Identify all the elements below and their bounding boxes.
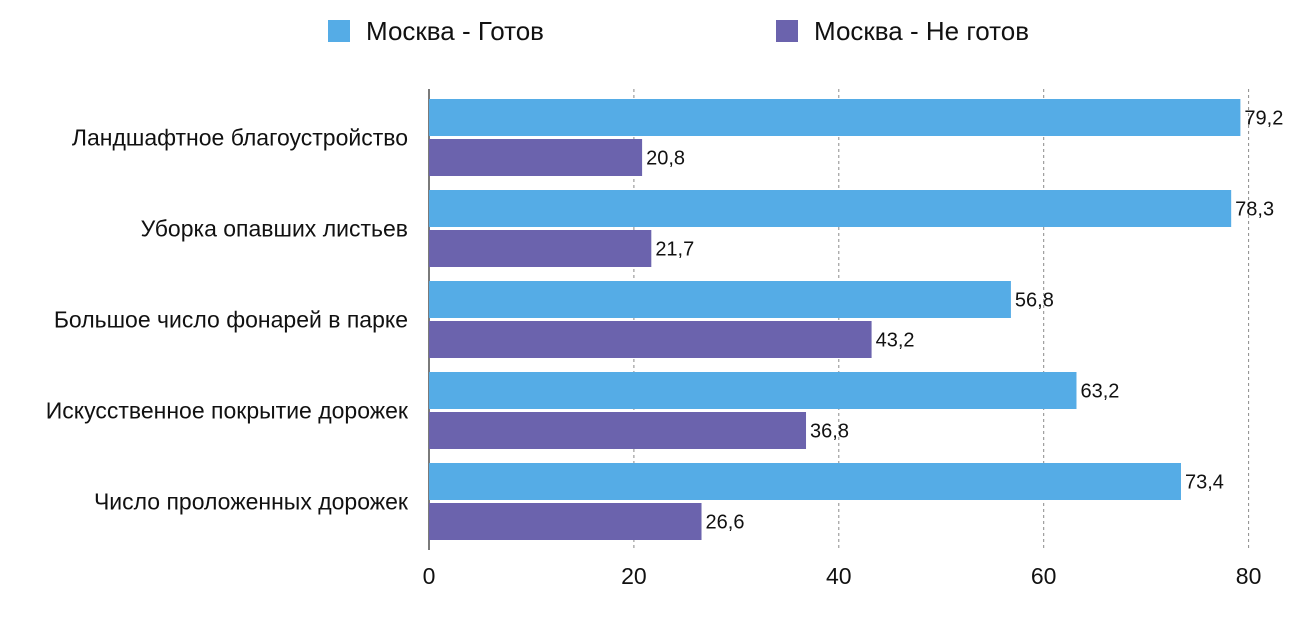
bar — [429, 281, 1011, 318]
bar — [429, 139, 643, 176]
data-label: 63,2 — [1080, 381, 1119, 403]
x-tick-label: 20 — [621, 563, 647, 589]
bar — [429, 463, 1181, 500]
legend-label-gotov: Москва - Готов — [366, 15, 544, 46]
data-label: 79,2 — [1244, 108, 1283, 130]
legend-swatch-gotov — [328, 20, 350, 42]
bar — [429, 230, 652, 267]
category-label: Ландшафтное благоустройство — [72, 125, 408, 151]
category-label: Искусственное покрытие дорожек — [46, 398, 409, 424]
legend-item-ne-gotov: Москва - Не готов — [776, 14, 1029, 48]
category-label: Число проложенных дорожек — [94, 489, 409, 515]
bar — [429, 190, 1232, 227]
legend: Москва - Готов Москва - Не готов — [0, 14, 1300, 48]
data-label: 21,7 — [655, 239, 694, 261]
data-label: 56,8 — [1015, 290, 1054, 312]
category-label: Большое число фонарей в парке — [54, 307, 408, 333]
bar — [429, 99, 1241, 136]
bar — [429, 412, 807, 449]
data-label: 36,8 — [810, 421, 849, 443]
data-label: 20,8 — [646, 148, 685, 170]
data-label: 43,2 — [876, 330, 915, 352]
data-label: 73,4 — [1185, 472, 1224, 494]
bar — [429, 321, 872, 358]
data-label: 26,6 — [706, 512, 745, 534]
category-label: Уборка опавших листьев — [141, 216, 408, 242]
x-tick-label: 0 — [423, 563, 436, 589]
x-tick-label: 80 — [1236, 563, 1262, 589]
x-tick-label: 60 — [1031, 563, 1057, 589]
x-tick-label: 40 — [826, 563, 852, 589]
bar — [429, 503, 702, 540]
data-label: 78,3 — [1235, 199, 1274, 221]
legend-swatch-ne-gotov — [776, 20, 798, 42]
legend-item-gotov: Москва - Готов — [328, 14, 544, 48]
bar — [429, 372, 1077, 409]
legend-label-ne-gotov: Москва - Не готов — [814, 15, 1030, 46]
